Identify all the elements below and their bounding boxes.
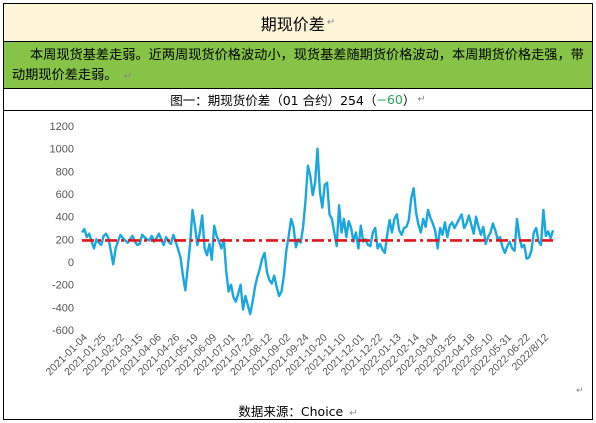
chart-area: -600 -400 -200 0 200 400 600 800 1000 1200 2021-01… xyxy=(4,112,592,396)
return-mark: ↵ xyxy=(349,408,358,419)
caption-close: ） xyxy=(402,93,416,108)
series-line-basis xyxy=(81,147,555,316)
y-tick-label: 600 xyxy=(56,189,74,201)
section-title: 期现价差 xyxy=(260,14,325,34)
caption-main: 图一：期现货价差（01 合约）254（ xyxy=(170,93,377,108)
data-source: 数据来源：Choice ↵ xyxy=(4,401,592,420)
return-mark: ↵ xyxy=(417,94,426,105)
title-row: 期现价差 ↵ xyxy=(4,4,592,42)
y-tick-label: 1200 xyxy=(50,121,74,133)
source-text: 数据来源：Choice xyxy=(238,404,344,419)
content-frame: 期现价差 ↵ 本周现货基差走弱。近两周现货价格波动小，现货基差随期货价格波动，本… xyxy=(3,3,593,420)
y-tick-label: 200 xyxy=(56,234,74,246)
summary-text: 本周现货基差走弱。近两周现货价格波动小，现货基差随期货价格波动，本周期货价格走强… xyxy=(12,48,584,83)
return-mark: ↵ xyxy=(123,71,133,82)
y-tick-label: -400 xyxy=(52,302,74,314)
basis-line-chart: -600-400-2000200400600800100012002021-01… xyxy=(44,121,555,378)
y-tick-label: -600 xyxy=(52,325,74,337)
y-tick-label: 1000 xyxy=(50,144,74,156)
y-tick-label: 0 xyxy=(68,257,74,269)
caption-change-value: −60 xyxy=(376,92,403,107)
return-mark: ↵ xyxy=(326,17,336,28)
return-mark: ↵ xyxy=(576,386,584,396)
summary-row: 本周现货基差走弱。近两周现货价格波动小，现货基差随期货价格波动，本周期货价格走强… xyxy=(4,42,592,89)
y-tick-label: -200 xyxy=(52,280,74,292)
y-tick-label: 800 xyxy=(56,166,74,178)
figure-caption: 图一：期现货价差（01 合约）254（ −60 ） ↵ xyxy=(4,89,592,111)
y-tick-label: 400 xyxy=(56,212,74,224)
